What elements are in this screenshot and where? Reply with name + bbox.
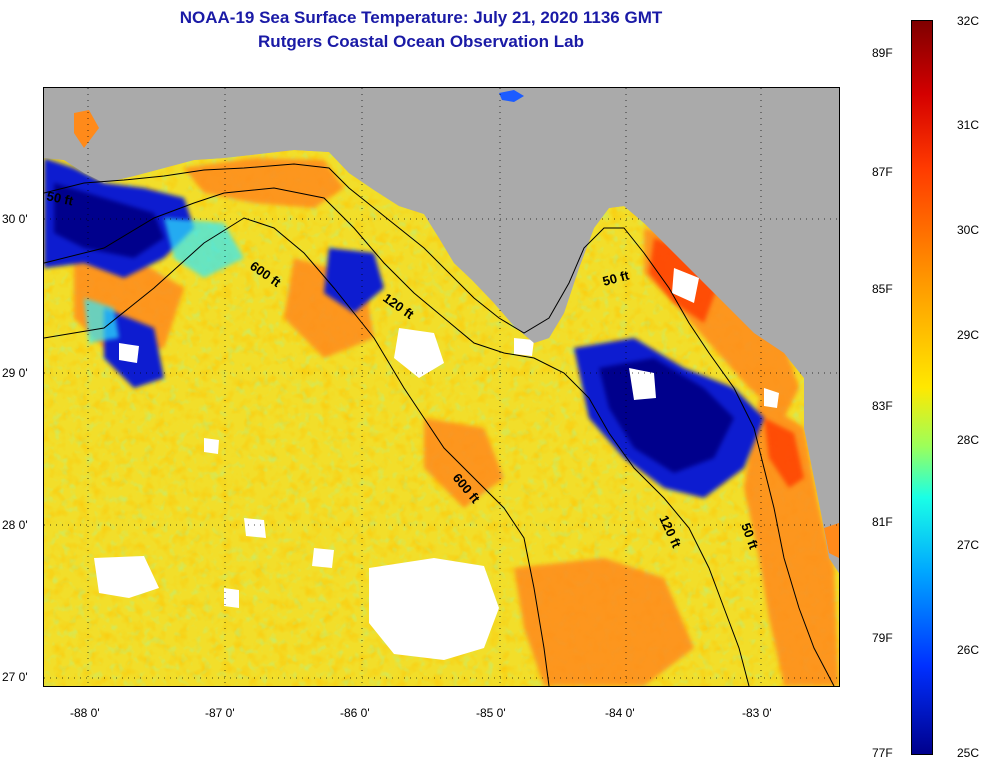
colorbar-label-87f: 87F xyxy=(872,165,893,179)
lat-label-29: 29 0' xyxy=(2,366,28,380)
colorbar-label-31c: 31C xyxy=(957,118,980,132)
lon-label-88: -88 0' xyxy=(70,706,100,720)
sst-map: 50 ft 600 ft 120 ft 50 ft 600 ft 120 ft … xyxy=(43,87,840,687)
colorbar-label-29c: 29C xyxy=(957,328,980,342)
contour-50ft xyxy=(44,163,835,686)
colorbar-label-79f: 79F xyxy=(872,631,893,645)
colorbar-label-32c: 32C xyxy=(957,14,980,28)
lat-label-30: 30 0' xyxy=(2,212,28,226)
colorbar-label-30c: 30C xyxy=(957,223,980,237)
lon-label-83: -83 0' xyxy=(742,706,772,720)
colorbar-label-27c: 27C xyxy=(957,538,980,552)
colorbar-label-28c: 28C xyxy=(957,433,980,447)
lon-label-84: -84 0' xyxy=(605,706,635,720)
lon-label-86: -86 0' xyxy=(340,706,370,720)
map-title: NOAA-19 Sea Surface Temperature: July 21… xyxy=(179,8,663,27)
contour-120ft xyxy=(44,187,750,686)
map-subtitle: Rutgers Coastal Ocean Observation Lab xyxy=(258,32,584,51)
colorbar-label-26c: 26C xyxy=(957,643,980,657)
colorbar-label-89f: 89F xyxy=(872,46,893,60)
land-area xyxy=(44,88,839,573)
colorbar-label-85f: 85F xyxy=(872,282,893,296)
contour-label-50ft-west: 50 ft xyxy=(45,188,75,208)
contour-label-50ft-big-bend: 50 ft xyxy=(601,267,631,289)
temperature-colorbar xyxy=(911,20,933,755)
lat-label-27: 27 0' xyxy=(2,670,28,684)
lon-label-85: -85 0' xyxy=(476,706,506,720)
colorbar-label-81f: 81F xyxy=(872,515,893,529)
colorbar-label-77f: 77F xyxy=(872,746,893,760)
lon-label-87: -87 0' xyxy=(205,706,235,720)
colorbar-label-83f: 83F xyxy=(872,399,893,413)
lat-label-28: 28 0' xyxy=(2,518,28,532)
contour-600ft xyxy=(44,217,550,686)
colorbar-label-25c: 25C xyxy=(957,746,980,760)
